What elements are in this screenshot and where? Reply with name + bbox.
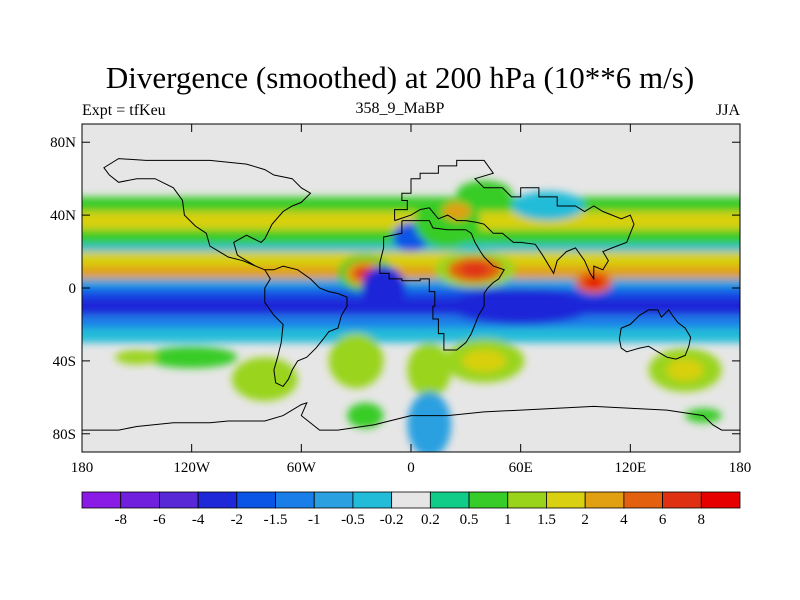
field-blob (462, 349, 507, 372)
field-blob (460, 262, 490, 278)
field-blob (407, 391, 452, 452)
field-blob (447, 288, 594, 325)
field-band (82, 288, 740, 298)
field-band (82, 278, 740, 288)
field-blob (361, 266, 406, 310)
colorbar-swatch (662, 491, 702, 509)
coastline (394, 159, 635, 281)
coastline (379, 220, 505, 351)
field-band (82, 251, 740, 267)
field-blob (407, 342, 452, 398)
colorbar-label: -1 (308, 512, 321, 528)
x-tick-label: 0 (407, 460, 415, 476)
chart-title: Divergence (smoothed) at 200 hPa (10**6 … (105, 60, 695, 95)
colorbar-swatch (313, 491, 354, 509)
colorbar: -8 -6 -4 -2 -1.5 -1 -0.5 -0.2 0.2 0.5 1 1.5 2 4 6 8 (81, 491, 741, 528)
colorbar-swatch (159, 491, 199, 509)
y-tick-label: 80N (50, 135, 76, 151)
field-band (82, 297, 740, 316)
colorbar-swatch (352, 491, 393, 509)
x-tick-label: 180 (729, 460, 752, 476)
colorbar-label: -1.5 (264, 512, 288, 528)
coastline (264, 265, 348, 388)
colorbar-swatch (391, 491, 431, 509)
y-tick-label: 40S (53, 354, 76, 370)
colorbar-swatch (700, 491, 741, 509)
field-blob (328, 333, 384, 389)
field-band (82, 328, 740, 343)
colorbar-label: 2 (581, 512, 589, 528)
case-label: 358_9_MaBP (355, 100, 445, 117)
x-tick-label: 120W (173, 460, 211, 476)
season-label: JJA (715, 102, 740, 119)
colorbar-swatch (584, 491, 625, 509)
colorbar-label: -8 (114, 512, 127, 528)
colorbar-label: -0.5 (341, 512, 365, 528)
x-tick-label: 60W (287, 460, 317, 476)
field-blob (442, 202, 472, 221)
colorbar-label: -6 (153, 512, 166, 528)
field-band (82, 315, 740, 329)
x-tick-label: 180 (71, 460, 94, 476)
field-blob (584, 277, 603, 288)
x-tick-label: 60E (509, 460, 533, 476)
coastline-layer (82, 158, 740, 431)
colorbar-label: 8 (698, 512, 706, 528)
coastline (618, 309, 692, 360)
field-blob (511, 191, 585, 221)
colorbar-label: -4 (192, 512, 205, 528)
colorbar-swatch (507, 491, 547, 509)
colorbar-swatch (236, 491, 276, 509)
colorbar-label: 6 (659, 512, 667, 528)
colorbar-swatch (468, 491, 509, 509)
colorbar-label: 1 (504, 512, 512, 528)
y-tick-label: 0 (69, 281, 77, 297)
colorbar-label: -2 (231, 512, 244, 528)
colorbar-label: 1.5 (537, 512, 556, 528)
field-blob (456, 180, 512, 206)
x-axis: 180 120W 60W 0 60E 120E 180 (71, 124, 752, 476)
field-blob (666, 359, 704, 381)
colorbar-label: 4 (620, 512, 628, 528)
colorbar-swatch (197, 491, 238, 509)
y-axis: 80N 40N 0 40S 80S (50, 135, 740, 443)
colorbar-swatch (429, 491, 470, 509)
field-layer (82, 124, 740, 452)
colorbar-swatch (275, 491, 315, 509)
field-blob (145, 346, 238, 369)
x-tick-label: 120E (614, 460, 646, 476)
experiment-label: Expt = tfKeu (82, 102, 166, 119)
coastline (82, 401, 740, 431)
colorbar-swatch (120, 491, 160, 509)
coastline (103, 158, 312, 271)
y-tick-label: 80S (53, 427, 76, 443)
colorbar-label: -0.2 (380, 512, 404, 528)
field-band (82, 266, 740, 279)
field-blob (114, 349, 159, 365)
colorbar-label: 0.5 (460, 512, 479, 528)
field-blob (347, 402, 384, 429)
colorbar-label: 0.2 (421, 512, 440, 528)
colorbar-swatch (81, 491, 122, 509)
colorbar-swatch (623, 491, 663, 509)
colorbar-swatch (546, 491, 586, 509)
field-blob (231, 357, 298, 401)
y-tick-label: 40N (50, 208, 76, 224)
field-band (82, 196, 740, 212)
